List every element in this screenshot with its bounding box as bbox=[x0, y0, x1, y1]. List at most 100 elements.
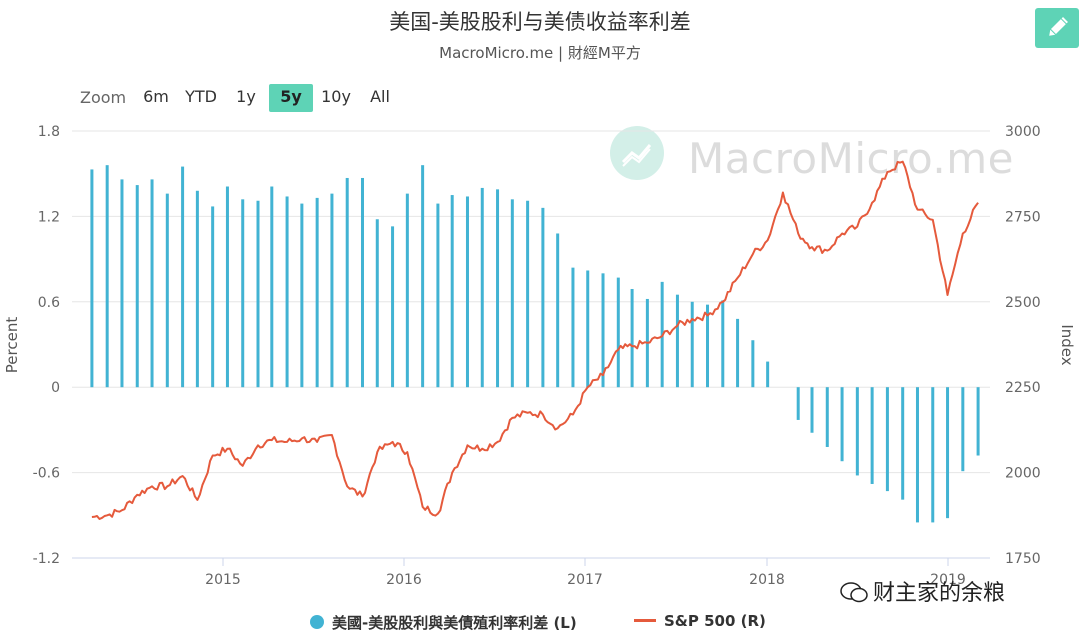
spread-bar bbox=[375, 219, 379, 388]
left-tick-label: 1.2 bbox=[38, 209, 60, 225]
legend: 美國-美股股利與美債殖利率利差 (L) S&P 500 (R) bbox=[0, 612, 1080, 636]
spread-bar bbox=[256, 200, 260, 388]
right-tick-label: 1750 bbox=[1005, 551, 1041, 567]
x-tick-label: 2016 bbox=[386, 572, 422, 588]
spread-bar bbox=[855, 387, 859, 476]
spread-bar bbox=[931, 387, 935, 523]
spread-bar bbox=[976, 387, 980, 456]
macromicro-logo-text: MacroMicro.me bbox=[688, 134, 1015, 183]
right-tick-label: 2750 bbox=[1005, 209, 1041, 225]
spread-bar bbox=[195, 190, 199, 388]
right-tick-label: 2000 bbox=[1005, 466, 1041, 482]
spread-bar bbox=[706, 304, 710, 388]
right-tick-label: 3000 bbox=[1005, 124, 1041, 140]
spread-bar bbox=[345, 177, 349, 388]
left-tick-label: -0.6 bbox=[33, 466, 60, 482]
right-tick-label: 2500 bbox=[1005, 295, 1041, 311]
legend-dot-icon bbox=[310, 615, 324, 629]
spread-bar bbox=[721, 300, 725, 388]
spread-bar bbox=[510, 199, 514, 388]
zoom-all-button[interactable]: All bbox=[370, 87, 390, 106]
left-axis: 1.8 1.2 0.6 0 -0.6 -1.2 bbox=[33, 124, 60, 567]
spread-bar bbox=[436, 203, 440, 388]
spread-bar bbox=[120, 179, 124, 388]
spread-bar bbox=[751, 340, 755, 388]
spread-bar bbox=[675, 294, 679, 388]
spread-bar bbox=[796, 387, 800, 420]
zoom-5y-button[interactable]: 5y bbox=[269, 84, 313, 112]
zoom-10y-button[interactable]: 10y bbox=[321, 87, 351, 106]
spread-bar bbox=[450, 195, 454, 388]
spread-bar bbox=[105, 165, 109, 388]
pencil-icon bbox=[1049, 17, 1068, 36]
spread-bar bbox=[150, 179, 154, 388]
spread-bar bbox=[825, 387, 829, 447]
spread-bar bbox=[915, 387, 919, 523]
spread-bar bbox=[135, 185, 139, 388]
spread-bar bbox=[586, 270, 590, 388]
spread-bar bbox=[571, 267, 575, 388]
x-tick-label: 2017 bbox=[567, 572, 603, 588]
spread-bar bbox=[556, 233, 560, 388]
macromicro-logo-icon bbox=[610, 126, 664, 180]
legend-line-icon bbox=[634, 619, 656, 622]
spread-bar bbox=[465, 196, 469, 388]
legend-bars-label: 美國-美股股利與美債殖利率利差 (L) bbox=[332, 614, 577, 632]
wechat-icon bbox=[840, 582, 868, 603]
spread-bar bbox=[601, 273, 605, 388]
zoom-1y-button[interactable]: 1y bbox=[236, 87, 256, 106]
spread-bar bbox=[496, 189, 500, 388]
spread-bar bbox=[810, 387, 814, 433]
spread-bar bbox=[360, 177, 364, 388]
spread-bars bbox=[90, 165, 980, 523]
spread-bar bbox=[270, 186, 274, 388]
x-tick-label: 2018 bbox=[749, 572, 785, 588]
spread-bar bbox=[421, 165, 425, 388]
left-axis-title: Percent bbox=[3, 317, 21, 374]
spread-bar bbox=[840, 387, 844, 462]
spread-bar bbox=[285, 196, 289, 388]
spread-bar bbox=[165, 193, 169, 388]
zoom-ytd-button[interactable]: YTD bbox=[185, 87, 217, 106]
legend-item-bars[interactable]: 美國-美股股利與美債殖利率利差 (L) bbox=[310, 612, 577, 633]
spread-bar bbox=[90, 169, 94, 388]
left-tick-label: 0.6 bbox=[38, 295, 60, 311]
x-axis: 2015 2016 2017 2018 2019 bbox=[205, 558, 966, 588]
spread-bar bbox=[766, 361, 770, 388]
sp500-series-line bbox=[91, 160, 979, 520]
spread-bar bbox=[630, 288, 634, 388]
spread-bar bbox=[870, 387, 874, 484]
spread-bar bbox=[330, 193, 334, 388]
right-axis-title: Index bbox=[1058, 324, 1076, 365]
spread-bar bbox=[480, 187, 484, 388]
right-tick-label: 2250 bbox=[1005, 380, 1041, 396]
left-tick-label: 1.8 bbox=[38, 124, 60, 140]
spread-bar bbox=[690, 301, 694, 388]
spread-bar bbox=[315, 197, 319, 388]
legend-item-line[interactable]: S&P 500 (R) bbox=[634, 612, 766, 630]
zoom-label: Zoom bbox=[80, 88, 127, 107]
spread-bar bbox=[885, 387, 889, 492]
spread-bar bbox=[961, 387, 965, 472]
sp500-line bbox=[91, 160, 979, 520]
spread-bar bbox=[241, 199, 245, 388]
legend-line-label: S&P 500 (R) bbox=[664, 612, 766, 630]
right-axis: 3000 2750 2500 2250 2000 1750 bbox=[1005, 124, 1041, 567]
corner-watermark: 财主家的余粮 bbox=[839, 575, 1005, 607]
spread-bar bbox=[526, 200, 530, 388]
spread-bar bbox=[391, 226, 395, 388]
gridlines bbox=[72, 130, 990, 559]
left-tick-label: -1.2 bbox=[33, 551, 60, 567]
spread-bar bbox=[405, 193, 409, 388]
x-tick-label: 2019 bbox=[930, 572, 966, 588]
spread-bar bbox=[901, 387, 905, 500]
left-tick-label: 0 bbox=[51, 380, 60, 396]
spread-bar bbox=[541, 207, 545, 388]
chart-title: 美国-美股股利与美债收益率利差 bbox=[389, 10, 691, 34]
edit-button[interactable] bbox=[1035, 8, 1079, 48]
zoom-6m-button[interactable]: 6m bbox=[143, 87, 169, 106]
spread-bar bbox=[616, 277, 620, 388]
spread-bar bbox=[211, 206, 215, 388]
spread-bar bbox=[181, 166, 185, 388]
